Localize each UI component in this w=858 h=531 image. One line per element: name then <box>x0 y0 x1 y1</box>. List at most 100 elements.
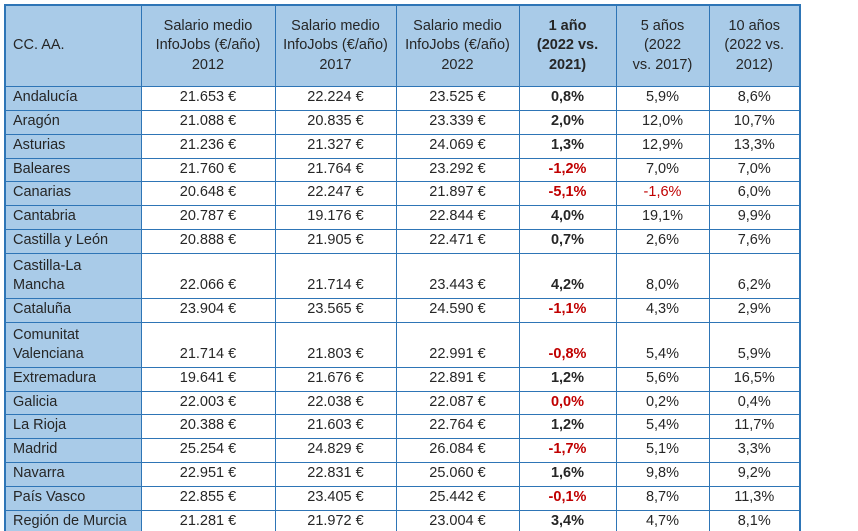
change-1y-cell: 3,4% <box>518 509 617 531</box>
salary-2017-cell: 21.905 € <box>274 229 397 254</box>
salary-2012-cell: 21.088 € <box>140 109 276 135</box>
salary-2017-cell: 20.835 € <box>274 109 397 135</box>
region-cell: La Rioja <box>4 414 142 440</box>
region-cell: Andalucía <box>4 86 142 111</box>
salary-2012-cell: 21.281 € <box>140 509 276 531</box>
salary-2012-cell: 21.760 € <box>140 157 276 183</box>
region-cell: Baleares <box>4 157 142 183</box>
change-5y-cell: 12,0% <box>615 109 710 135</box>
table-row: La Rioja 20.388 €21.603 €22.764 €1,2% 5,4%… <box>4 414 801 440</box>
change-5y-cell: 4,7% <box>615 509 710 531</box>
salary-2022-cell: 23.292 € <box>395 157 520 183</box>
change-5y-cell: 9,8% <box>615 462 710 487</box>
salary-2012-cell: 21.714 € <box>140 321 276 368</box>
change-1y-cell: -1,7% <box>518 438 617 464</box>
column-header-salary-2012: Salario medio InfoJobs (€/año) 2012 <box>140 4 276 87</box>
table-row: Navarra 22.951 €22.831 €25.060 €1,6% 9,8% 9… <box>4 462 801 487</box>
salary-2022-cell: 23.525 € <box>395 86 520 111</box>
salary-2012-cell: 20.388 € <box>140 414 276 440</box>
change-1y-cell: 1,3% <box>518 133 617 159</box>
salary-2012-cell: 20.888 € <box>140 229 276 254</box>
region-cell: Asturias <box>4 133 142 159</box>
change-1y-cell: 0,0% <box>518 390 617 416</box>
table-row: Andalucía 21.653 €22.224 €23.525 €0,8% 5,9… <box>4 86 801 111</box>
region-cell: Castilla-La Mancha <box>4 252 142 299</box>
table-row: Cantabria 20.787 €19.176 €22.844 €4,0% 19,… <box>4 205 801 231</box>
change-10y-cell: 7,0% <box>708 157 801 183</box>
change-1y-cell: 1,6% <box>518 462 617 487</box>
table-row: Baleares 21.760 €21.764 €23.292 € -1,2% 7,0… <box>4 157 801 183</box>
change-1y-cell: 4,2% <box>518 252 617 299</box>
salary-2022-cell: 22.991 € <box>395 321 520 368</box>
table-header: CC. AA. Salario medio InfoJobs (€/año) 2… <box>4 4 801 87</box>
table-row: País Vasco 22.855 €23.405 €25.442 € -0,1% 8… <box>4 485 801 511</box>
salary-2022-cell: 21.897 € <box>395 181 520 207</box>
change-10y-cell: 9,2% <box>708 462 801 487</box>
salary-2012-cell: 22.003 € <box>140 390 276 416</box>
salary-2022-cell: 24.069 € <box>395 133 520 159</box>
region-cell: Canarias <box>4 181 142 207</box>
change-5y-cell: 5,6% <box>615 366 710 392</box>
salary-2017-cell: 22.831 € <box>274 462 397 487</box>
salary-2022-cell: 25.060 € <box>395 462 520 487</box>
salary-2022-cell: 23.443 € <box>395 252 520 299</box>
change-5y-cell: 0,2% <box>615 390 710 416</box>
region-cell: Comunitat Valenciana <box>4 321 142 368</box>
change-1y-cell: -0,8% <box>518 321 617 368</box>
region-cell: Cataluña <box>4 297 142 323</box>
table-row: Canarias 20.648 €22.247 €21.897 € -5,1% -1,… <box>4 181 801 207</box>
salary-2017-cell: 21.714 € <box>274 252 397 299</box>
region-cell: País Vasco <box>4 485 142 511</box>
change-10y-cell: 0,4% <box>708 390 801 416</box>
column-header-region: CC. AA. <box>4 4 142 87</box>
table-row: Comunitat Valenciana 21.714 €21.803 €22.9… <box>4 321 801 368</box>
change-1y-cell: 1,2% <box>518 366 617 392</box>
salary-2022-cell: 22.087 € <box>395 390 520 416</box>
change-5y-cell: 12,9% <box>615 133 710 159</box>
region-cell: Madrid <box>4 438 142 464</box>
change-5y-cell: 7,0% <box>615 157 710 183</box>
change-1y-cell: 0,8% <box>518 86 617 111</box>
change-10y-cell: 9,9% <box>708 205 801 231</box>
table-row: Región de Murcia 21.281 €21.972 €23.004 €… <box>4 509 801 531</box>
salary-2012-cell: 21.236 € <box>140 133 276 159</box>
change-5y-cell: 8,0% <box>615 252 710 299</box>
salary-2012-cell: 20.787 € <box>140 205 276 231</box>
table-row: Madrid 25.254 €24.829 €26.084 € -1,7% 5,1% 3… <box>4 438 801 464</box>
salary-2022-cell: 23.339 € <box>395 109 520 135</box>
change-10y-cell: 8,6% <box>708 86 801 111</box>
salary-2017-cell: 22.038 € <box>274 390 397 416</box>
header-row: CC. AA. Salario medio InfoJobs (€/año) 2… <box>4 4 801 87</box>
table-row: Cataluña 23.904 €23.565 €24.590 € -1,1% 4,3… <box>4 297 801 323</box>
salary-2017-cell: 19.176 € <box>274 205 397 231</box>
salary-2017-cell: 22.247 € <box>274 181 397 207</box>
table-row: Castilla y León 20.888 €21.905 €22.471 €0… <box>4 229 801 254</box>
change-1y-cell: -1,2% <box>518 157 617 183</box>
region-cell: Cantabria <box>4 205 142 231</box>
salary-2017-cell: 21.764 € <box>274 157 397 183</box>
salary-2017-cell: 21.327 € <box>274 133 397 159</box>
change-5y-cell: 2,6% <box>615 229 710 254</box>
change-10y-cell: 13,3% <box>708 133 801 159</box>
region-cell: Extremadura <box>4 366 142 392</box>
column-header-5-year-change: 5 años (2022 vs. 2017) <box>615 4 710 87</box>
change-5y-cell: 5,4% <box>615 321 710 368</box>
change-5y-cell: 8,7% <box>615 485 710 511</box>
change-1y-cell: -1,1% <box>518 297 617 323</box>
salary-table: CC. AA. Salario medio InfoJobs (€/año) 2… <box>4 4 801 531</box>
salary-2012-cell: 23.904 € <box>140 297 276 323</box>
change-1y-cell: 1,2% <box>518 414 617 440</box>
salary-2017-cell: 21.803 € <box>274 321 397 368</box>
change-10y-cell: 11,3% <box>708 485 801 511</box>
salary-2017-cell: 24.829 € <box>274 438 397 464</box>
region-cell: Aragón <box>4 109 142 135</box>
salary-2012-cell: 25.254 € <box>140 438 276 464</box>
column-header-salary-2022: Salario medio InfoJobs (€/año) 2022 <box>395 4 520 87</box>
table-body: Andalucía 21.653 €22.224 €23.525 €0,8% 5,9… <box>4 86 801 531</box>
salary-2022-cell: 23.004 € <box>395 509 520 531</box>
salary-2012-cell: 22.951 € <box>140 462 276 487</box>
change-10y-cell: 3,3% <box>708 438 801 464</box>
change-10y-cell: 6,2% <box>708 252 801 299</box>
table-row: Asturias 21.236 €21.327 €24.069 €1,3% 12,9… <box>4 133 801 159</box>
salary-2022-cell: 22.844 € <box>395 205 520 231</box>
